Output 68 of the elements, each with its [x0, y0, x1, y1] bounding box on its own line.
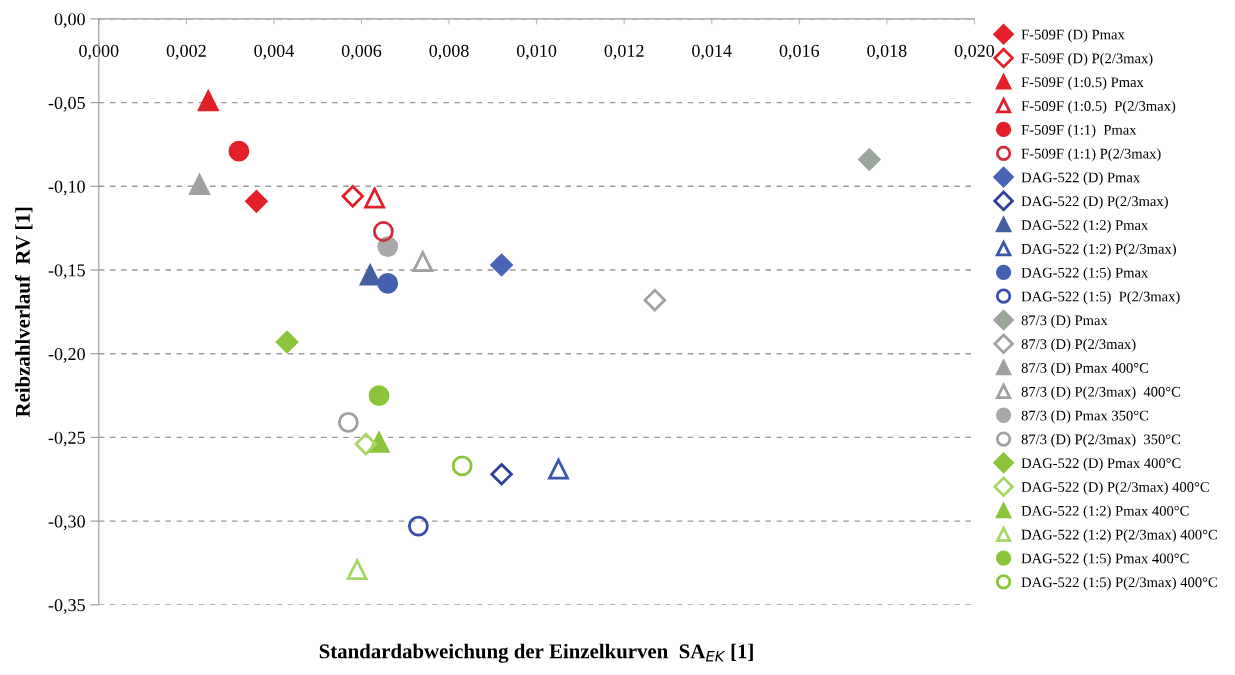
- legend-label: F-509F (1:1) P(2/3max): [1021, 148, 1161, 162]
- point: [490, 253, 513, 277]
- point: [228, 140, 250, 162]
- x-tick-label: 0,000: [79, 44, 119, 60]
- legend-label: 87/3 (D) Pmax: [1021, 314, 1108, 329]
- point: [275, 330, 299, 354]
- legend-label: 87/3 (D) Pmax 350°C: [1021, 410, 1149, 424]
- legend-label: 87/3 (D) Pmax 400°C: [1021, 362, 1149, 376]
- y-tick-label: -0,10: [48, 180, 85, 196]
- legend-label: F-509F (1:1) Pmax: [1021, 124, 1137, 138]
- y-tick-label: -0,35: [48, 599, 85, 614]
- legend-label: DAG-522 (1:5) P(2/3max) 400°C: [1021, 576, 1217, 591]
- legend-label: DAG-522 (D) P(2/3max) 400°C: [1021, 481, 1209, 495]
- point: [372, 221, 394, 242]
- point: [368, 385, 390, 406]
- point: [341, 185, 364, 208]
- point: [451, 455, 473, 477]
- y-tick-label: -0,20: [48, 347, 85, 363]
- x-axis-title: Standardabweichung der Einzelkurven SA$_{EK}$ [1]: [319, 643, 753, 663]
- legend-label: DAG-522 (1:5) P(2/3max): [1021, 291, 1180, 305]
- point: [197, 88, 220, 112]
- point: [337, 411, 359, 433]
- legend-label: DAG-522 (1:2) Pmax 400°C: [1021, 505, 1189, 519]
- point: [346, 559, 368, 581]
- point: [364, 187, 386, 209]
- legend-label: 87/3 (D) P(2/3max) 350°C: [1021, 434, 1181, 448]
- legend-label: DAG-522 (1:5) Pmax: [1021, 267, 1149, 281]
- legend-label: F-509F (D) Pmax: [1021, 29, 1125, 43]
- legend-label: F-509F (1:0.5) Pmax: [1021, 76, 1144, 91]
- legend-label: DAG-522 (1:2) P(2/3max): [1021, 243, 1176, 257]
- y-tick-label: -0,30: [48, 515, 85, 531]
- point: [189, 174, 210, 196]
- x-tick-label: 0,002: [166, 44, 206, 60]
- y-tick-label: -0,25: [48, 431, 85, 447]
- point: [377, 272, 399, 294]
- x-tick-label: 0,010: [516, 44, 557, 60]
- point: [858, 148, 881, 171]
- point: [354, 432, 378, 456]
- legend-label: DAG-522 (1:2) P(2/3max) 400°C: [1021, 529, 1217, 543]
- legend-label: DAG-522 (1:2) Pmax: [1021, 219, 1149, 233]
- point: [412, 251, 434, 273]
- point: [245, 190, 268, 213]
- legend-label: DAG-522 (D) Pmax: [1021, 172, 1140, 186]
- point: [643, 288, 667, 312]
- x-tick-label: 0,018: [867, 44, 907, 60]
- x-tick-label: 0,006: [341, 44, 382, 60]
- x-tick-label: 0,020: [954, 44, 995, 60]
- point: [368, 432, 390, 453]
- y-tick-label: -0,15: [48, 264, 85, 280]
- point: [359, 264, 381, 286]
- y-axis-title: Reibzahlverlauf RV [1]: [15, 207, 33, 418]
- x-tick-label: 0,016: [779, 44, 820, 60]
- legend-label: DAG-522 (1:5) Pmax 400°C: [1021, 553, 1189, 567]
- legend-label: DAG-522 (D) P(2/3max): [1021, 195, 1168, 210]
- legend-label: F-509F (D) P(2/3max): [1021, 53, 1153, 67]
- legend-label: DAG-522 (D) Pmax 400°C: [1021, 457, 1181, 472]
- point: [490, 463, 513, 486]
- point: [548, 458, 569, 480]
- x-tick-label: 0,008: [429, 44, 469, 60]
- legend-label: F-509F (1:0.5) P(2/3max): [1021, 100, 1176, 114]
- legend-label: 87/3 (D) P(2/3max) 400°C: [1021, 386, 1181, 400]
- x-tick-label: 0,012: [604, 44, 644, 60]
- y-tick-label: -0,05: [48, 96, 85, 112]
- legend-label: 87/3 (D) P(2/3max): [1021, 338, 1136, 353]
- y-tick-label: 0,00: [54, 13, 85, 28]
- x-tick-label: 0,004: [254, 44, 294, 60]
- x-tick-label: 0,014: [692, 44, 732, 60]
- point: [407, 515, 429, 537]
